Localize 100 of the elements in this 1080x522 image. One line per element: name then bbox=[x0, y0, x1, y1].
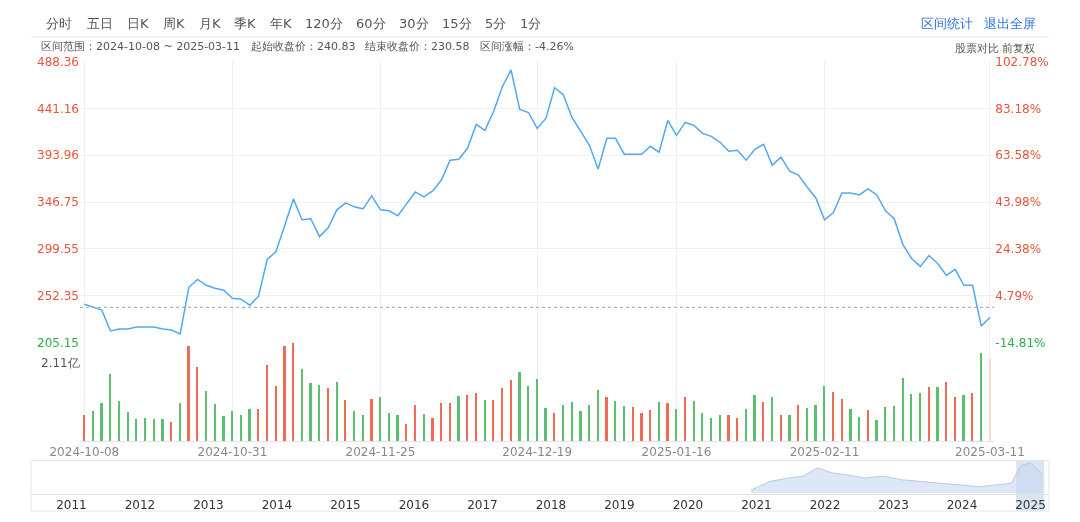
y-tick-label: 393.96 bbox=[37, 148, 80, 163]
x-tick-label: 2025-03-11 bbox=[955, 445, 1025, 460]
y2-tick-label: -14.81% bbox=[995, 335, 1046, 350]
bar bbox=[919, 392, 922, 441]
bar bbox=[649, 409, 652, 441]
x-tick-label: 2023 bbox=[878, 497, 909, 512]
bar bbox=[396, 414, 400, 441]
bar bbox=[214, 403, 217, 441]
bar bbox=[536, 378, 539, 441]
bar bbox=[466, 394, 469, 441]
bar bbox=[544, 407, 548, 441]
bar bbox=[257, 408, 260, 441]
x-tick-label: 2021 bbox=[741, 497, 772, 512]
y-tick-label: 441.16 bbox=[37, 101, 80, 116]
bar bbox=[684, 396, 687, 441]
bar bbox=[92, 410, 95, 441]
bar bbox=[710, 417, 713, 441]
bar bbox=[431, 417, 435, 441]
bar bbox=[562, 404, 565, 441]
text: 15分 bbox=[442, 16, 472, 31]
bar bbox=[632, 406, 635, 441]
bar bbox=[902, 377, 905, 441]
y2-tick-label: 4.79% bbox=[995, 289, 1034, 304]
bar bbox=[100, 402, 104, 441]
bar bbox=[814, 404, 818, 441]
bar bbox=[370, 398, 374, 441]
bar bbox=[510, 379, 513, 441]
text: 区间统计 bbox=[921, 16, 973, 31]
bar bbox=[248, 408, 252, 441]
bar bbox=[989, 358, 992, 441]
y-tick-label: 488.36 bbox=[37, 54, 80, 69]
bar bbox=[135, 418, 138, 441]
bar bbox=[170, 421, 173, 441]
text: 1分 bbox=[520, 16, 542, 31]
text: 周K bbox=[163, 16, 185, 31]
bar bbox=[309, 382, 313, 441]
x-tick-label: 2024-10-31 bbox=[197, 445, 268, 460]
bar bbox=[823, 385, 826, 441]
bar bbox=[301, 368, 304, 441]
text: 30分 bbox=[399, 16, 429, 31]
text: 季K bbox=[234, 16, 256, 31]
x-tick-label: 2025 bbox=[1015, 497, 1046, 512]
bar bbox=[457, 395, 461, 441]
x-tick-label: 2011 bbox=[56, 497, 87, 512]
bar bbox=[501, 387, 504, 441]
bar bbox=[571, 401, 574, 441]
text: 起始收盘价：240.83 bbox=[251, 40, 356, 53]
text: 120分 bbox=[305, 16, 343, 31]
bar bbox=[518, 371, 522, 441]
x-tick-label: 2019 bbox=[604, 497, 635, 512]
bar bbox=[736, 417, 739, 441]
bar bbox=[153, 418, 156, 441]
x-tick-label: 2024-12-19 bbox=[502, 445, 573, 460]
bar bbox=[980, 352, 983, 441]
bar bbox=[614, 400, 617, 441]
bar bbox=[875, 419, 879, 441]
bar bbox=[753, 394, 757, 441]
bar bbox=[693, 400, 696, 441]
bar bbox=[954, 396, 957, 441]
bar bbox=[849, 408, 853, 441]
bar bbox=[867, 409, 870, 441]
bar bbox=[440, 402, 443, 441]
bar bbox=[362, 414, 365, 441]
x-tick-label: 2020 bbox=[672, 497, 704, 512]
bar bbox=[196, 366, 199, 441]
y2-tick-label: 63.58% bbox=[995, 148, 1042, 163]
x-tick-label: 2017 bbox=[467, 497, 498, 512]
bar bbox=[118, 400, 121, 441]
x-tick-label: 2015 bbox=[330, 497, 361, 512]
bar bbox=[83, 414, 86, 441]
x-tick-label: 2024-10-08 bbox=[49, 445, 120, 460]
text: 区间范围：2024-10-08 ~ 2025-03-11 bbox=[41, 40, 241, 53]
text: 结束收盘价：230.58 bbox=[365, 40, 470, 53]
bar bbox=[579, 410, 583, 441]
bar bbox=[344, 399, 347, 441]
bar bbox=[205, 390, 208, 441]
text: 月K bbox=[199, 16, 221, 31]
y2-tick-label: 43.98% bbox=[995, 195, 1042, 210]
bar bbox=[797, 404, 800, 441]
bar bbox=[231, 410, 234, 441]
text: 分时 bbox=[46, 16, 72, 31]
bar bbox=[893, 405, 896, 441]
text: 区间涨幅：-4.26% bbox=[480, 40, 574, 53]
x-tick-label: 2025-01-16 bbox=[641, 445, 712, 460]
bar bbox=[144, 417, 147, 441]
text: 退出全屏 bbox=[984, 16, 1036, 31]
bar bbox=[666, 402, 670, 441]
bar bbox=[762, 401, 765, 441]
x-tick-label: 2016 bbox=[398, 497, 430, 512]
bar bbox=[884, 406, 887, 441]
bar bbox=[945, 381, 948, 441]
bar bbox=[266, 364, 269, 441]
bar bbox=[109, 373, 112, 441]
bar bbox=[675, 408, 678, 441]
bar bbox=[936, 386, 940, 441]
bar bbox=[492, 399, 495, 441]
bar bbox=[605, 396, 609, 441]
bar bbox=[527, 385, 530, 441]
x-tick-label: 2024 bbox=[946, 497, 978, 512]
bar bbox=[222, 415, 226, 441]
